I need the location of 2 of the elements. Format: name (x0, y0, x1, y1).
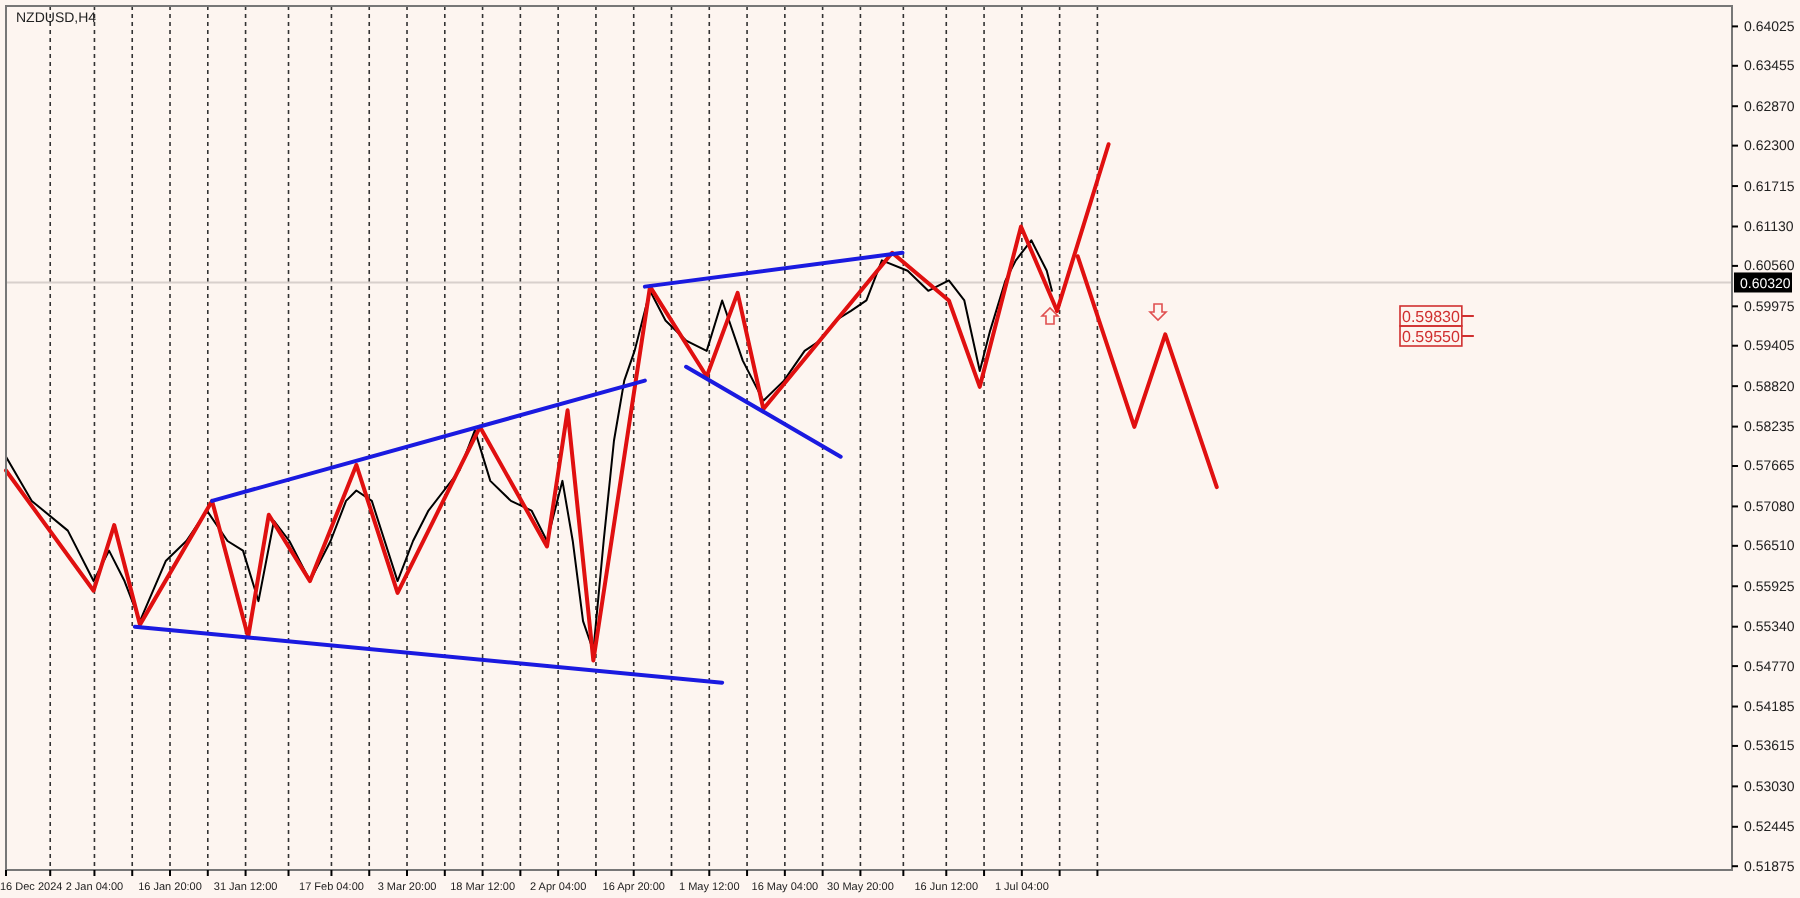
annotation: 0.59830 (1402, 308, 1461, 326)
annotation: 0.59550 (1402, 328, 1461, 346)
